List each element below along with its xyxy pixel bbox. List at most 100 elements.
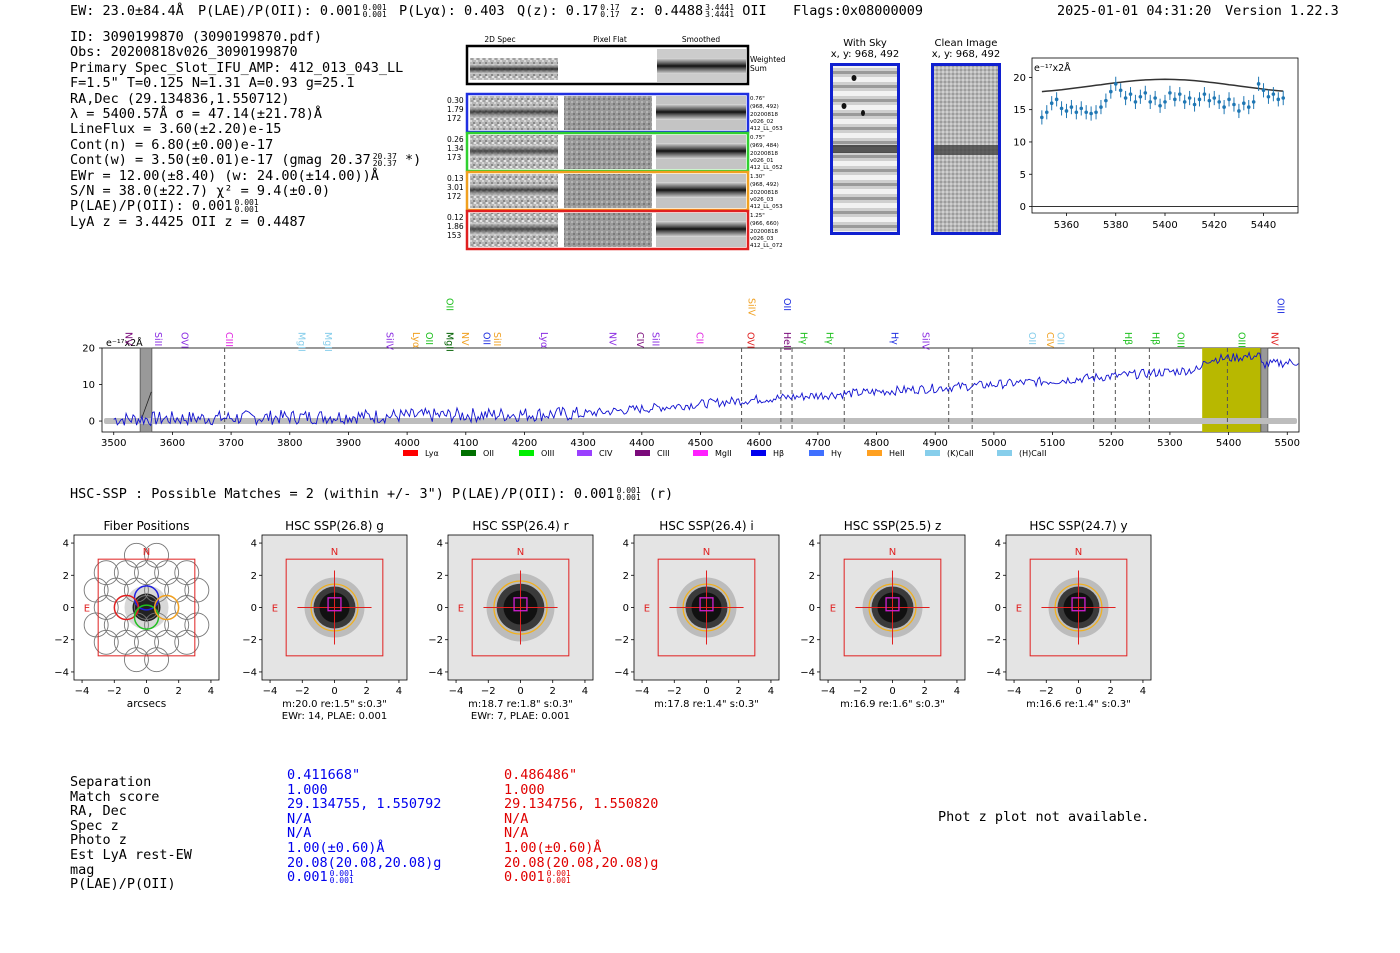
spectrum-line-label: CIV: [1044, 332, 1055, 348]
spectrum-xtick-label: 3900: [336, 438, 361, 449]
hsc-panel-title: HSC SSP(26.8) g: [285, 519, 384, 533]
hsc-ytick-label: −4: [242, 667, 257, 678]
spectrum-xtick-label: 4000: [394, 438, 419, 449]
hsc-xtick-label: 4: [396, 686, 402, 697]
spectrum-line-label: OIII: [1236, 332, 1247, 348]
spectrum-line-label: SiII: [650, 332, 661, 346]
info-block: ID: 3090199870 (3090199870.pdf) Obs: 202…: [70, 29, 421, 230]
hsc-ytick-label: −2: [54, 635, 69, 646]
spectrum-line-label: NV: [123, 332, 134, 346]
legend-label: (H)CaII: [1019, 449, 1046, 458]
header-version: Version 1.22.3: [1225, 3, 1339, 19]
with-sky-trace: [833, 145, 897, 153]
spectrum-line-label: SiIV: [384, 332, 395, 350]
hsc-xtick-label: 4: [768, 686, 774, 697]
hsc-xtick-label: −4: [449, 686, 464, 697]
hsc-panel-ewr: EWr: 14, PLAE: 0.001: [282, 711, 388, 722]
fiber-circle: [123, 647, 149, 673]
with-sky-xy: x, y: 968, 492: [830, 49, 900, 60]
zoom-point: [1242, 101, 1246, 106]
zoom-point: [1109, 89, 1113, 94]
east-label: E: [644, 604, 650, 615]
fiber-circle: [144, 542, 170, 568]
hsc-ytick-label: −2: [986, 635, 1001, 646]
hsc-ytick-label: 4: [809, 539, 815, 550]
hsc-center-box: [885, 597, 900, 612]
hsc-xtick-label: −4: [75, 686, 90, 697]
fiber-circle: [184, 612, 210, 638]
zoom-point: [1113, 82, 1118, 86]
match-label: Match score: [70, 788, 160, 805]
spectrum-line-label: CIV: [634, 332, 645, 348]
hsc-ytick-label: 4: [251, 539, 257, 550]
hsc-xtick-label: 4: [1140, 686, 1146, 697]
spectrum-frame: [101, 347, 1300, 433]
info-radec: RA,Dec (29.134836,1.550712): [70, 90, 290, 107]
header-plae-lo: 0.001: [362, 10, 387, 19]
spectrum-xtick-label: 3500: [101, 438, 126, 449]
cutout-row-meta: 0.75": [750, 135, 765, 141]
zoom-ytick-label: 0: [1020, 202, 1026, 213]
zoom-point: [1099, 105, 1103, 109]
legend-swatch: [461, 450, 476, 456]
hsc-panel-stats: m:17.8 re:1.4" s:0.3": [654, 699, 759, 710]
error-band: [104, 418, 1297, 425]
zoom-ytick-label: 5: [1020, 170, 1026, 181]
zoom-point: [1212, 96, 1217, 100]
header-z: z: 0.4488 3.4441 3.4441 OII: [630, 3, 767, 19]
spectrum-line-label: MgII: [296, 332, 307, 352]
info-id: ID: 3090199870 (3090199870.pdf): [70, 29, 322, 45]
info-lineflux: LineFlux = 3.60(±2.20)e-15: [70, 121, 282, 138]
fiber-circle: [174, 560, 200, 586]
info-plae-value: P(LAE)/P(OII): 0.001: [70, 198, 233, 215]
zoom-point: [1040, 115, 1044, 120]
hsc-box: [1029, 558, 1128, 657]
hsc-panel-title: HSC SSP(26.4) i: [659, 519, 754, 533]
info-obs: Obs: 20200818v026_3090199870: [70, 44, 298, 61]
hsc-ytick-label: −4: [800, 667, 815, 678]
hsc-box: [471, 558, 570, 657]
zoom-xtick-label: 5400: [1152, 220, 1177, 231]
north-label: N: [889, 547, 896, 558]
cutout-row-stat: 173: [447, 153, 462, 162]
spectrum-highlight: [1202, 348, 1261, 432]
hsc-ytick-label: 0: [437, 603, 443, 614]
zoom-point: [1069, 105, 1074, 109]
cutout-row-meta: (968, 492): [750, 182, 779, 188]
spectrum-xtick-label: 5500: [1275, 438, 1300, 449]
clean-image-trace: [934, 145, 998, 155]
cutout-row-flat: [564, 174, 652, 208]
spectrum-xtick-label: 4400: [629, 438, 654, 449]
zoom-point: [1049, 101, 1054, 106]
header-z-value: z: 0.4488: [630, 3, 704, 19]
east-label: E: [1016, 604, 1022, 615]
match-col-2: 0.486486" 1.000 29.134756, 1.550820 N/A N/A 1…: [504, 768, 658, 885]
hsc-xtick-label: −2: [853, 686, 868, 697]
fiber-title: Fiber Positions: [103, 519, 189, 533]
cutout-row-meta: (966, 660): [750, 221, 779, 227]
zoom-point: [1197, 97, 1202, 102]
cutout-row-meta: 20200818: [750, 229, 778, 235]
hsc-panel-title: HSC SSP(26.4) r: [472, 519, 568, 533]
cutout-row-meta: v026_01: [750, 158, 774, 164]
spectrum-xtick-label: 5100: [1040, 438, 1065, 449]
hsc-xtick-label: −4: [1007, 686, 1022, 697]
cutout-row-stat: 1.79: [447, 105, 464, 114]
spectrum-xtick-label: 5300: [1157, 438, 1182, 449]
hsc-xtick-label: −2: [667, 686, 682, 697]
header-plae: P(LAE)/P(OII): 0.001 0.001 0.001: [198, 3, 387, 19]
zoom-xtick-label: 5440: [1251, 220, 1276, 231]
info-plae-hi: 0.001: [234, 198, 259, 208]
cutout-row-band: [470, 184, 558, 196]
match-value: 1.00(±0.60)Å: [504, 839, 602, 856]
cutout-row-smooth-band: [656, 143, 746, 159]
zoom-frame: [1031, 57, 1299, 214]
hsc-xtick-label: −4: [821, 686, 836, 697]
fiber-circle: [134, 595, 159, 620]
header-qz: Q(z): 0.17 0.17 0.17: [517, 3, 620, 19]
info-sn: S/N = 38.0(±22.7) χ² = 9.4(±0.0): [70, 182, 331, 199]
hsc-panel-title: HSC SSP(25.5) z: [844, 519, 942, 533]
match-value: 20.08(20.08,20.08)g: [504, 854, 659, 871]
cutout-row-meta: v026_03: [750, 236, 774, 242]
hsc-ytick-label: −4: [428, 667, 443, 678]
